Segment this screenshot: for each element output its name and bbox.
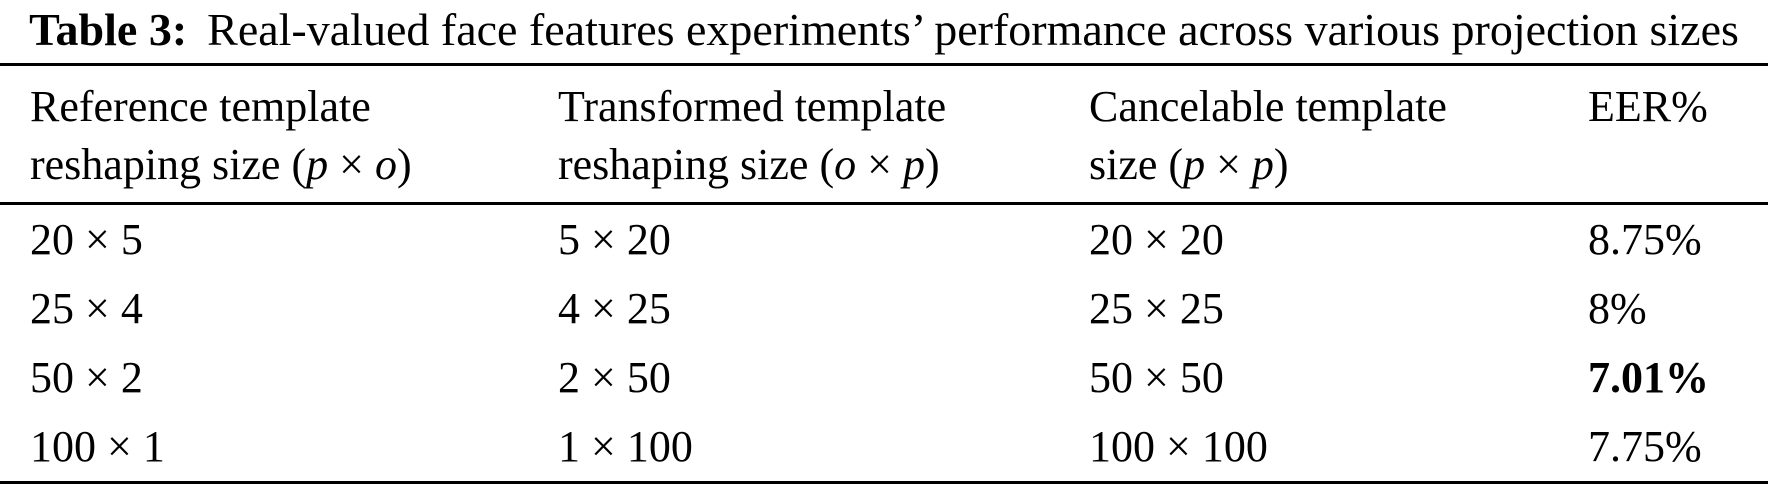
- cell-transformed-size: 2 × 50: [558, 343, 1089, 412]
- col-header-transformed-template: Transformed template reshaping size (o ×…: [558, 64, 1089, 205]
- times-operator: ×: [328, 140, 375, 189]
- table-row: 20 × 5 5 × 20 20 × 20 8.75%: [0, 204, 1768, 275]
- header-line2-suffix: ): [924, 140, 940, 189]
- cell-value: 8%: [1588, 284, 1647, 333]
- cell-reference-size: 25 × 4: [0, 274, 558, 343]
- header-line1: Cancelable template: [1089, 82, 1447, 131]
- table-caption-label: Table 3:: [29, 4, 188, 55]
- header-line1: Reference template: [30, 82, 371, 131]
- cell-value-bold: 7.01%: [1588, 353, 1709, 402]
- col-header-reference-template: Reference template reshaping size (p × o…: [0, 64, 558, 205]
- cell-value: 1 × 100: [558, 422, 693, 471]
- cell-value: 2 × 50: [558, 353, 671, 402]
- cell-cancelable-size: 20 × 20: [1089, 204, 1588, 275]
- cell-value: 5 × 20: [558, 215, 671, 264]
- table-row: 50 × 2 2 × 50 50 × 50 7.01%: [0, 343, 1768, 412]
- times-operator: ×: [1205, 140, 1252, 189]
- table-caption: Table 3: Real-valued face features experi…: [0, 0, 1768, 63]
- header-line1: EER%: [1588, 82, 1708, 131]
- header-line2-suffix: ): [396, 140, 412, 189]
- cell-cancelable-size: 50 × 50: [1089, 343, 1588, 412]
- math-var-p: p: [1183, 140, 1206, 189]
- results-table: Reference template reshaping size (p × o…: [0, 63, 1768, 484]
- cell-value: 25 × 4: [30, 284, 143, 333]
- cell-cancelable-size: 25 × 25: [1089, 274, 1588, 343]
- cell-transformed-size: 1 × 100: [558, 412, 1089, 483]
- cell-value: 50 × 50: [1089, 353, 1224, 402]
- cell-value: 4 × 25: [558, 284, 671, 333]
- header-line2-prefix: reshaping size (: [558, 140, 835, 189]
- cell-value: 100 × 1: [30, 422, 165, 471]
- cell-reference-size: 20 × 5: [0, 204, 558, 275]
- header-line2-suffix: ): [1273, 140, 1289, 189]
- cell-value: 100 × 100: [1089, 422, 1268, 471]
- col-header-eer: EER%: [1588, 64, 1768, 205]
- cell-eer: 8%: [1588, 274, 1768, 343]
- header-line2-prefix: size (: [1089, 140, 1184, 189]
- math-var-p: p: [902, 140, 925, 189]
- cell-transformed-size: 5 × 20: [558, 204, 1089, 275]
- math-var-o: o: [834, 140, 857, 189]
- table-row: 100 × 1 1 × 100 100 × 100 7.75%: [0, 412, 1768, 483]
- table-row: 25 × 4 4 × 25 25 × 25 8%: [0, 274, 1768, 343]
- math-var-p: p: [1251, 140, 1274, 189]
- table-caption-text: Real-valued face features experiments’ p…: [207, 4, 1739, 55]
- cell-eer: 7.75%: [1588, 412, 1768, 483]
- cell-reference-size: 100 × 1: [0, 412, 558, 483]
- cell-value: 7.75%: [1588, 422, 1702, 471]
- math-var-p: p: [306, 140, 329, 189]
- cell-eer-best: 7.01%: [1588, 343, 1768, 412]
- cell-value: 50 × 2: [30, 353, 143, 402]
- cell-value: 20 × 5: [30, 215, 143, 264]
- col-header-cancelable-template: Cancelable template size (p × p): [1089, 64, 1588, 205]
- cell-cancelable-size: 100 × 100: [1089, 412, 1588, 483]
- cell-value: 25 × 25: [1089, 284, 1224, 333]
- cell-value: 8.75%: [1588, 215, 1702, 264]
- header-row: Reference template reshaping size (p × o…: [0, 64, 1768, 205]
- header-line1: Transformed template: [558, 82, 947, 131]
- times-operator: ×: [856, 140, 903, 189]
- cell-value: 20 × 20: [1089, 215, 1224, 264]
- cell-reference-size: 50 × 2: [0, 343, 558, 412]
- header-line2-prefix: reshaping size (: [30, 140, 307, 189]
- math-var-o: o: [374, 140, 397, 189]
- cell-eer: 8.75%: [1588, 204, 1768, 275]
- cell-transformed-size: 4 × 25: [558, 274, 1089, 343]
